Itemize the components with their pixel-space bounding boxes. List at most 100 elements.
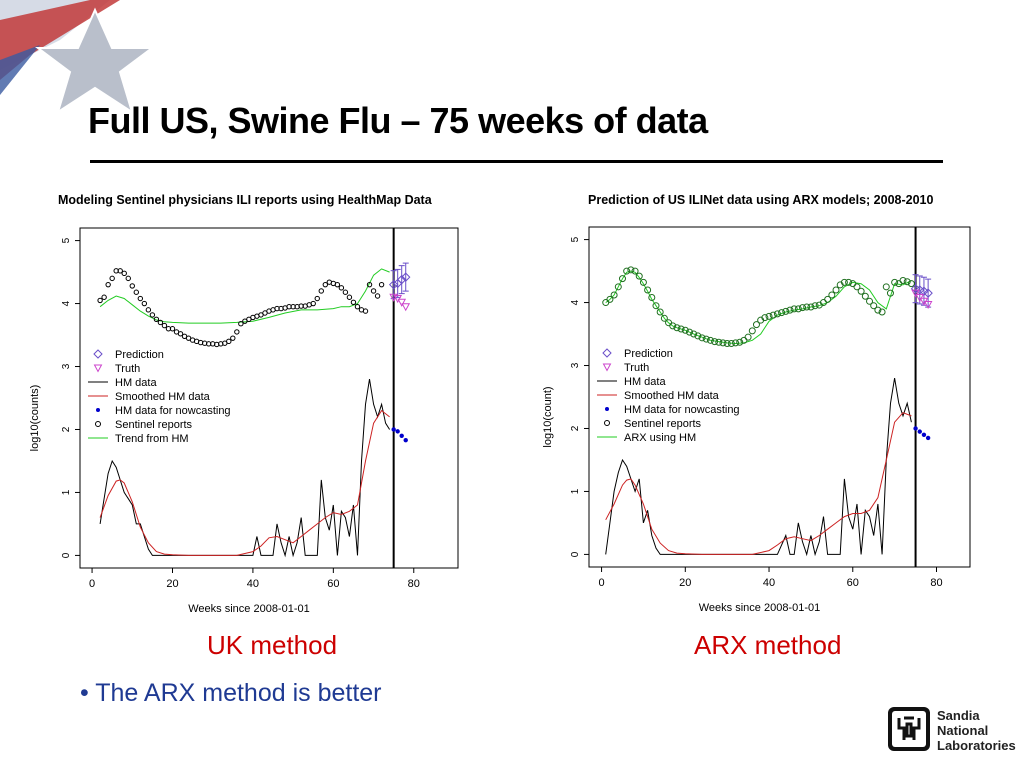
data-point <box>652 302 660 310</box>
data-point <box>346 294 353 300</box>
data-point <box>393 295 403 304</box>
x-tick-label: 60 <box>847 577 859 589</box>
data-point <box>685 328 693 336</box>
series-line <box>605 378 912 557</box>
data-point <box>105 281 111 288</box>
series-line <box>605 412 912 555</box>
legend-label: Truth <box>624 362 649 374</box>
y-tick-label: 3 <box>61 363 72 369</box>
data-point <box>903 278 911 286</box>
legend-symbol <box>605 407 609 411</box>
legend-label: Prediction <box>624 348 673 360</box>
y-tick-label: 1 <box>570 488 581 494</box>
uk-method-chart: Modeling Sentinel physicians ILI reports… <box>24 182 464 627</box>
y-axis-label: log10(counts) <box>29 385 41 452</box>
data-point <box>857 287 865 295</box>
x-axis-label: Weeks since 2008-01-01 <box>188 603 309 615</box>
y-tick-label: 1 <box>61 489 72 495</box>
data-point <box>97 297 103 304</box>
data-point <box>669 322 677 330</box>
y-tick-label: 2 <box>570 425 581 431</box>
data-point <box>153 316 160 322</box>
legend-symbol <box>96 408 100 412</box>
data-point <box>769 311 777 319</box>
series-prediction <box>910 274 933 308</box>
data-point <box>917 429 922 434</box>
legend-symbol <box>604 420 610 426</box>
data-point <box>711 338 719 346</box>
series-sentinel-reports <box>97 268 385 348</box>
legend-label: ARX using HM <box>624 432 696 444</box>
data-point <box>133 289 139 295</box>
y-tick-label: 5 <box>61 237 72 243</box>
legend-label: HM data <box>115 377 157 389</box>
data-point <box>129 283 135 289</box>
data-point <box>861 292 869 300</box>
data-point <box>907 280 915 288</box>
data-point <box>395 429 400 434</box>
y-tick-label: 4 <box>61 300 72 306</box>
data-point <box>744 333 752 341</box>
data-point <box>101 294 107 300</box>
data-point <box>230 335 236 341</box>
data-point <box>401 272 411 282</box>
plot-frame <box>588 226 971 568</box>
data-point <box>614 283 622 291</box>
data-point <box>919 286 929 296</box>
series-hm-data <box>605 378 912 557</box>
data-point <box>778 309 786 317</box>
flag-star-decoration <box>0 0 155 115</box>
series-truth <box>911 289 933 309</box>
x-tick-label: 0 <box>89 578 95 590</box>
series-arx-using-hm <box>605 270 912 345</box>
data-point <box>606 295 614 303</box>
series-line <box>99 268 390 324</box>
x-tick-label: 0 <box>598 577 604 589</box>
y-tick-label: 0 <box>61 552 72 558</box>
data-point <box>397 298 407 307</box>
data-point <box>782 307 790 315</box>
data-point <box>886 289 894 297</box>
legend-label: Sentinel reports <box>115 419 193 431</box>
data-point <box>322 281 328 288</box>
data-point <box>803 303 811 311</box>
x-tick-label: 40 <box>763 577 775 589</box>
plot-frame <box>79 227 459 569</box>
data-point <box>169 326 176 332</box>
series-line <box>605 270 912 345</box>
data-point <box>845 278 853 286</box>
data-point <box>161 322 168 329</box>
data-point <box>378 281 385 288</box>
chart-svg: Prediction of US ILINet data using ARX m… <box>542 193 971 614</box>
data-point <box>913 426 918 431</box>
data-point <box>925 435 931 441</box>
x-tick-label: 40 <box>247 578 259 590</box>
series-truth <box>389 293 411 312</box>
data-point <box>403 437 408 443</box>
data-point <box>807 303 815 311</box>
data-point <box>149 312 156 318</box>
data-point <box>334 281 341 288</box>
data-point <box>145 307 152 313</box>
sandia-logo-icon <box>888 707 930 751</box>
data-point <box>824 295 832 303</box>
data-point <box>786 306 794 314</box>
data-point <box>748 327 756 335</box>
data-point <box>732 339 740 347</box>
data-point <box>811 302 819 310</box>
data-point <box>121 270 127 277</box>
y-tick-label: 3 <box>570 362 581 368</box>
series-smoothed-hm-data <box>605 412 912 555</box>
data-point <box>362 308 369 314</box>
data-point <box>765 312 773 320</box>
x-tick-label: 20 <box>679 577 691 589</box>
data-point <box>238 321 244 327</box>
data-point <box>915 294 925 303</box>
data-point <box>660 314 668 322</box>
legend-label: Smoothed HM data <box>624 390 720 402</box>
y-tick-label: 4 <box>570 299 581 305</box>
data-point <box>911 289 920 298</box>
data-point <box>350 299 357 305</box>
y-axis-label: log10(count) <box>542 386 554 447</box>
data-point <box>631 267 639 275</box>
